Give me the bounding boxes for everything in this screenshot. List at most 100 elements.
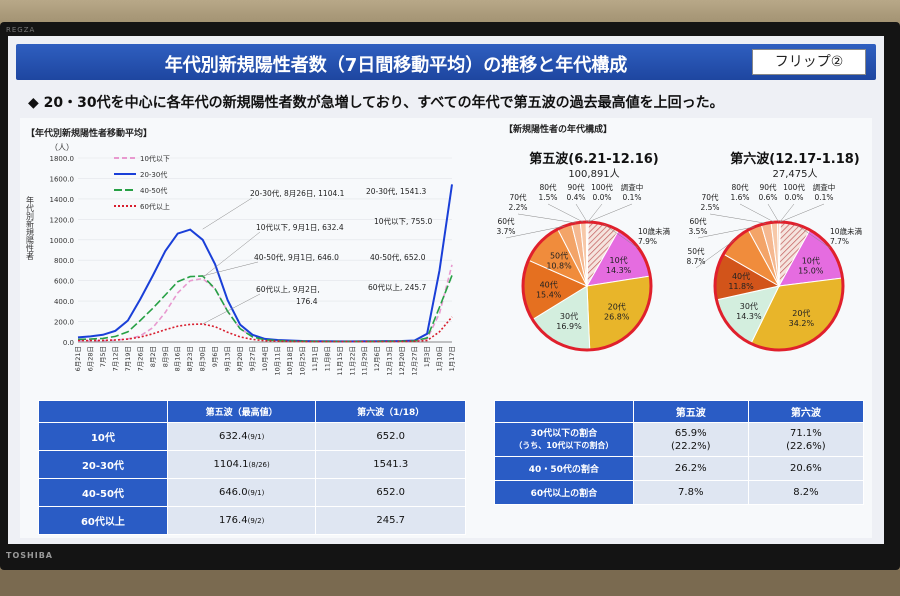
x-tick-label: 1月3日 bbox=[423, 346, 431, 367]
annotation-label: 40-50代, 652.0 bbox=[370, 252, 426, 262]
y-tick-label: 400.0 bbox=[54, 298, 74, 306]
label-leader bbox=[779, 203, 795, 223]
cell-wave6: 652.0 bbox=[315, 478, 466, 507]
y-tick-label: 800.0 bbox=[54, 257, 74, 265]
title-bar: 年代別新規陽性者数（7日間移動平均）の推移と年代構成 フリップ② bbox=[16, 44, 876, 80]
slice-value: 10.8% bbox=[546, 262, 572, 271]
x-tick-label: 7月5日 bbox=[99, 346, 107, 367]
label-leader bbox=[697, 226, 755, 239]
slice-label: 20代 bbox=[608, 301, 626, 311]
slice-label: 60代 bbox=[497, 216, 515, 226]
lead-text: ◆ 20・30代を中心に各年代の新規陽性者数が急増しており、すべての年代で第五波… bbox=[28, 95, 724, 111]
y-tick-label: 1000.0 bbox=[50, 237, 75, 245]
legend-label: 40-50代 bbox=[140, 186, 167, 195]
label-leader bbox=[709, 213, 767, 224]
y-tick-label: 1200.0 bbox=[50, 216, 75, 224]
slide-screen: 年代別新規陽性者数（7日間移動平均）の推移と年代構成 フリップ② ◆ 20・30… bbox=[8, 36, 884, 544]
x-tick-label: 8月23日 bbox=[186, 346, 194, 371]
x-tick-label: 12月20日 bbox=[398, 346, 406, 376]
x-tick-label: 6月21日 bbox=[74, 346, 82, 371]
slice-label: 60代 bbox=[689, 216, 707, 226]
pie-wave6-title: 第六波(12.17-1.18) bbox=[730, 152, 860, 167]
slice-label: 10歳未満 bbox=[638, 226, 671, 236]
table-row: 60代以上 176.4(9/2) 245.7 bbox=[38, 506, 466, 535]
cell-wave6: 652.0 bbox=[315, 422, 466, 451]
slice-label: 調査中 bbox=[813, 182, 836, 192]
slice-value: 14.3% bbox=[606, 266, 632, 275]
content-panel: 【年代別新規陽性者移動平均】 【新規陽性者の年代構成】 （人） 年代別新規陽性者 0… bbox=[20, 118, 872, 538]
cell-wave5-value: 1104.1 bbox=[213, 459, 249, 470]
cell-wave5-value: 646.0 bbox=[218, 487, 248, 498]
cell-wave5-value: 176.4 bbox=[218, 515, 248, 526]
slice-label: 50代 bbox=[687, 246, 705, 256]
slice-label: 40代 bbox=[540, 280, 558, 290]
table-left-header-blank bbox=[38, 400, 168, 423]
label-leader bbox=[587, 203, 603, 223]
slice-label: 40代 bbox=[732, 271, 750, 281]
row-label: 40・50代の割合 bbox=[494, 456, 634, 481]
slide-title: 年代別新規陽性者数（7日間移動平均）の推移と年代構成 bbox=[164, 55, 628, 76]
cell-wave5: 26.2% bbox=[632, 456, 749, 481]
slice-value: 16.9% bbox=[556, 322, 582, 331]
cell-wave6-sub: (22.6%) bbox=[786, 440, 826, 452]
slice-value: 7.9% bbox=[638, 237, 657, 246]
annotation-leader bbox=[202, 293, 261, 325]
table-left-header-wave6: 第六波（1/18） bbox=[315, 400, 466, 423]
row-label: 10代 bbox=[38, 422, 168, 451]
x-tick-label: 7月12日 bbox=[111, 346, 119, 371]
table-right-header-blank bbox=[494, 400, 634, 423]
annotation-leader bbox=[202, 261, 259, 277]
slice-value: 0.0% bbox=[784, 193, 803, 202]
annotation-label: 20-30代, 8月26日, 1104.1 bbox=[250, 188, 345, 198]
label-leader bbox=[603, 224, 639, 249]
label-leader bbox=[779, 203, 825, 223]
x-tick-label: 9月13日 bbox=[224, 346, 232, 371]
slice-value: 0.6% bbox=[758, 193, 777, 202]
x-tick-label: 1月10日 bbox=[436, 346, 444, 371]
slice-label: 80代 bbox=[539, 182, 557, 192]
y-tick-label: 600.0 bbox=[54, 278, 74, 286]
table-right-header-wave5: 第五波 bbox=[632, 400, 749, 423]
x-tick-label: 9月20日 bbox=[236, 346, 244, 371]
x-tick-label: 7月19日 bbox=[124, 346, 132, 371]
annotation-leader bbox=[202, 197, 253, 230]
line-chart: （人） 年代別新規陽性者 0.0 200.0 400.0 600.0 800.0 1000.0… bbox=[26, 143, 457, 376]
table-row: 30代以下の割合 （うち、10代以下の割合） 65.9% (22.2%) 71.1%… bbox=[494, 422, 865, 457]
slice-value: 0.0% bbox=[592, 193, 611, 202]
table-row: 40-50代 646.0(9/1) 652.0 bbox=[38, 478, 466, 507]
cell-wave5: 7.8% bbox=[632, 480, 749, 505]
label-leader bbox=[575, 203, 588, 223]
slice-label: 30代 bbox=[560, 311, 578, 321]
annotation-leader bbox=[202, 231, 261, 278]
y-tick-label: 1600.0 bbox=[50, 175, 75, 183]
series-line-1 bbox=[77, 184, 453, 343]
label-leader bbox=[767, 203, 779, 223]
x-tick-label: 12月6日 bbox=[373, 346, 381, 371]
slice-value: 1.5% bbox=[538, 193, 557, 202]
series-line-3 bbox=[78, 316, 453, 343]
slice-value: 2.5% bbox=[700, 203, 719, 212]
slice-value: 14.3% bbox=[736, 312, 762, 321]
x-tick-label: 1月17日 bbox=[448, 346, 456, 371]
label-leader bbox=[587, 203, 633, 223]
pie-wave6-total: 27,475人 bbox=[772, 169, 818, 180]
slice-label: 80代 bbox=[731, 182, 749, 192]
cell-wave5: 65.9% (22.2%) bbox=[632, 422, 749, 457]
slice-label: 10代 bbox=[802, 255, 820, 265]
y-tick-label: 0.0 bbox=[63, 339, 74, 347]
flip-label: フリップ② bbox=[752, 49, 866, 75]
pie-outline bbox=[713, 220, 845, 352]
annotation-label: 10代以下, 9月1日, 632.4 bbox=[256, 222, 344, 232]
x-tick-label: 7月26日 bbox=[136, 346, 144, 371]
row-label: 60代以上の割合 bbox=[494, 480, 634, 505]
slice-value: 11.8% bbox=[728, 282, 754, 291]
slice-label: 100代 bbox=[591, 182, 613, 192]
table-row: 10代 632.4(9/1) 652.0 bbox=[38, 422, 466, 451]
slice-value: 2.2% bbox=[508, 203, 527, 212]
label-leader bbox=[505, 225, 565, 239]
cell-wave6: 1541.3 bbox=[315, 450, 466, 479]
slice-label: 10歳未満 bbox=[830, 226, 863, 236]
x-tick-label: 8月16日 bbox=[174, 346, 182, 371]
